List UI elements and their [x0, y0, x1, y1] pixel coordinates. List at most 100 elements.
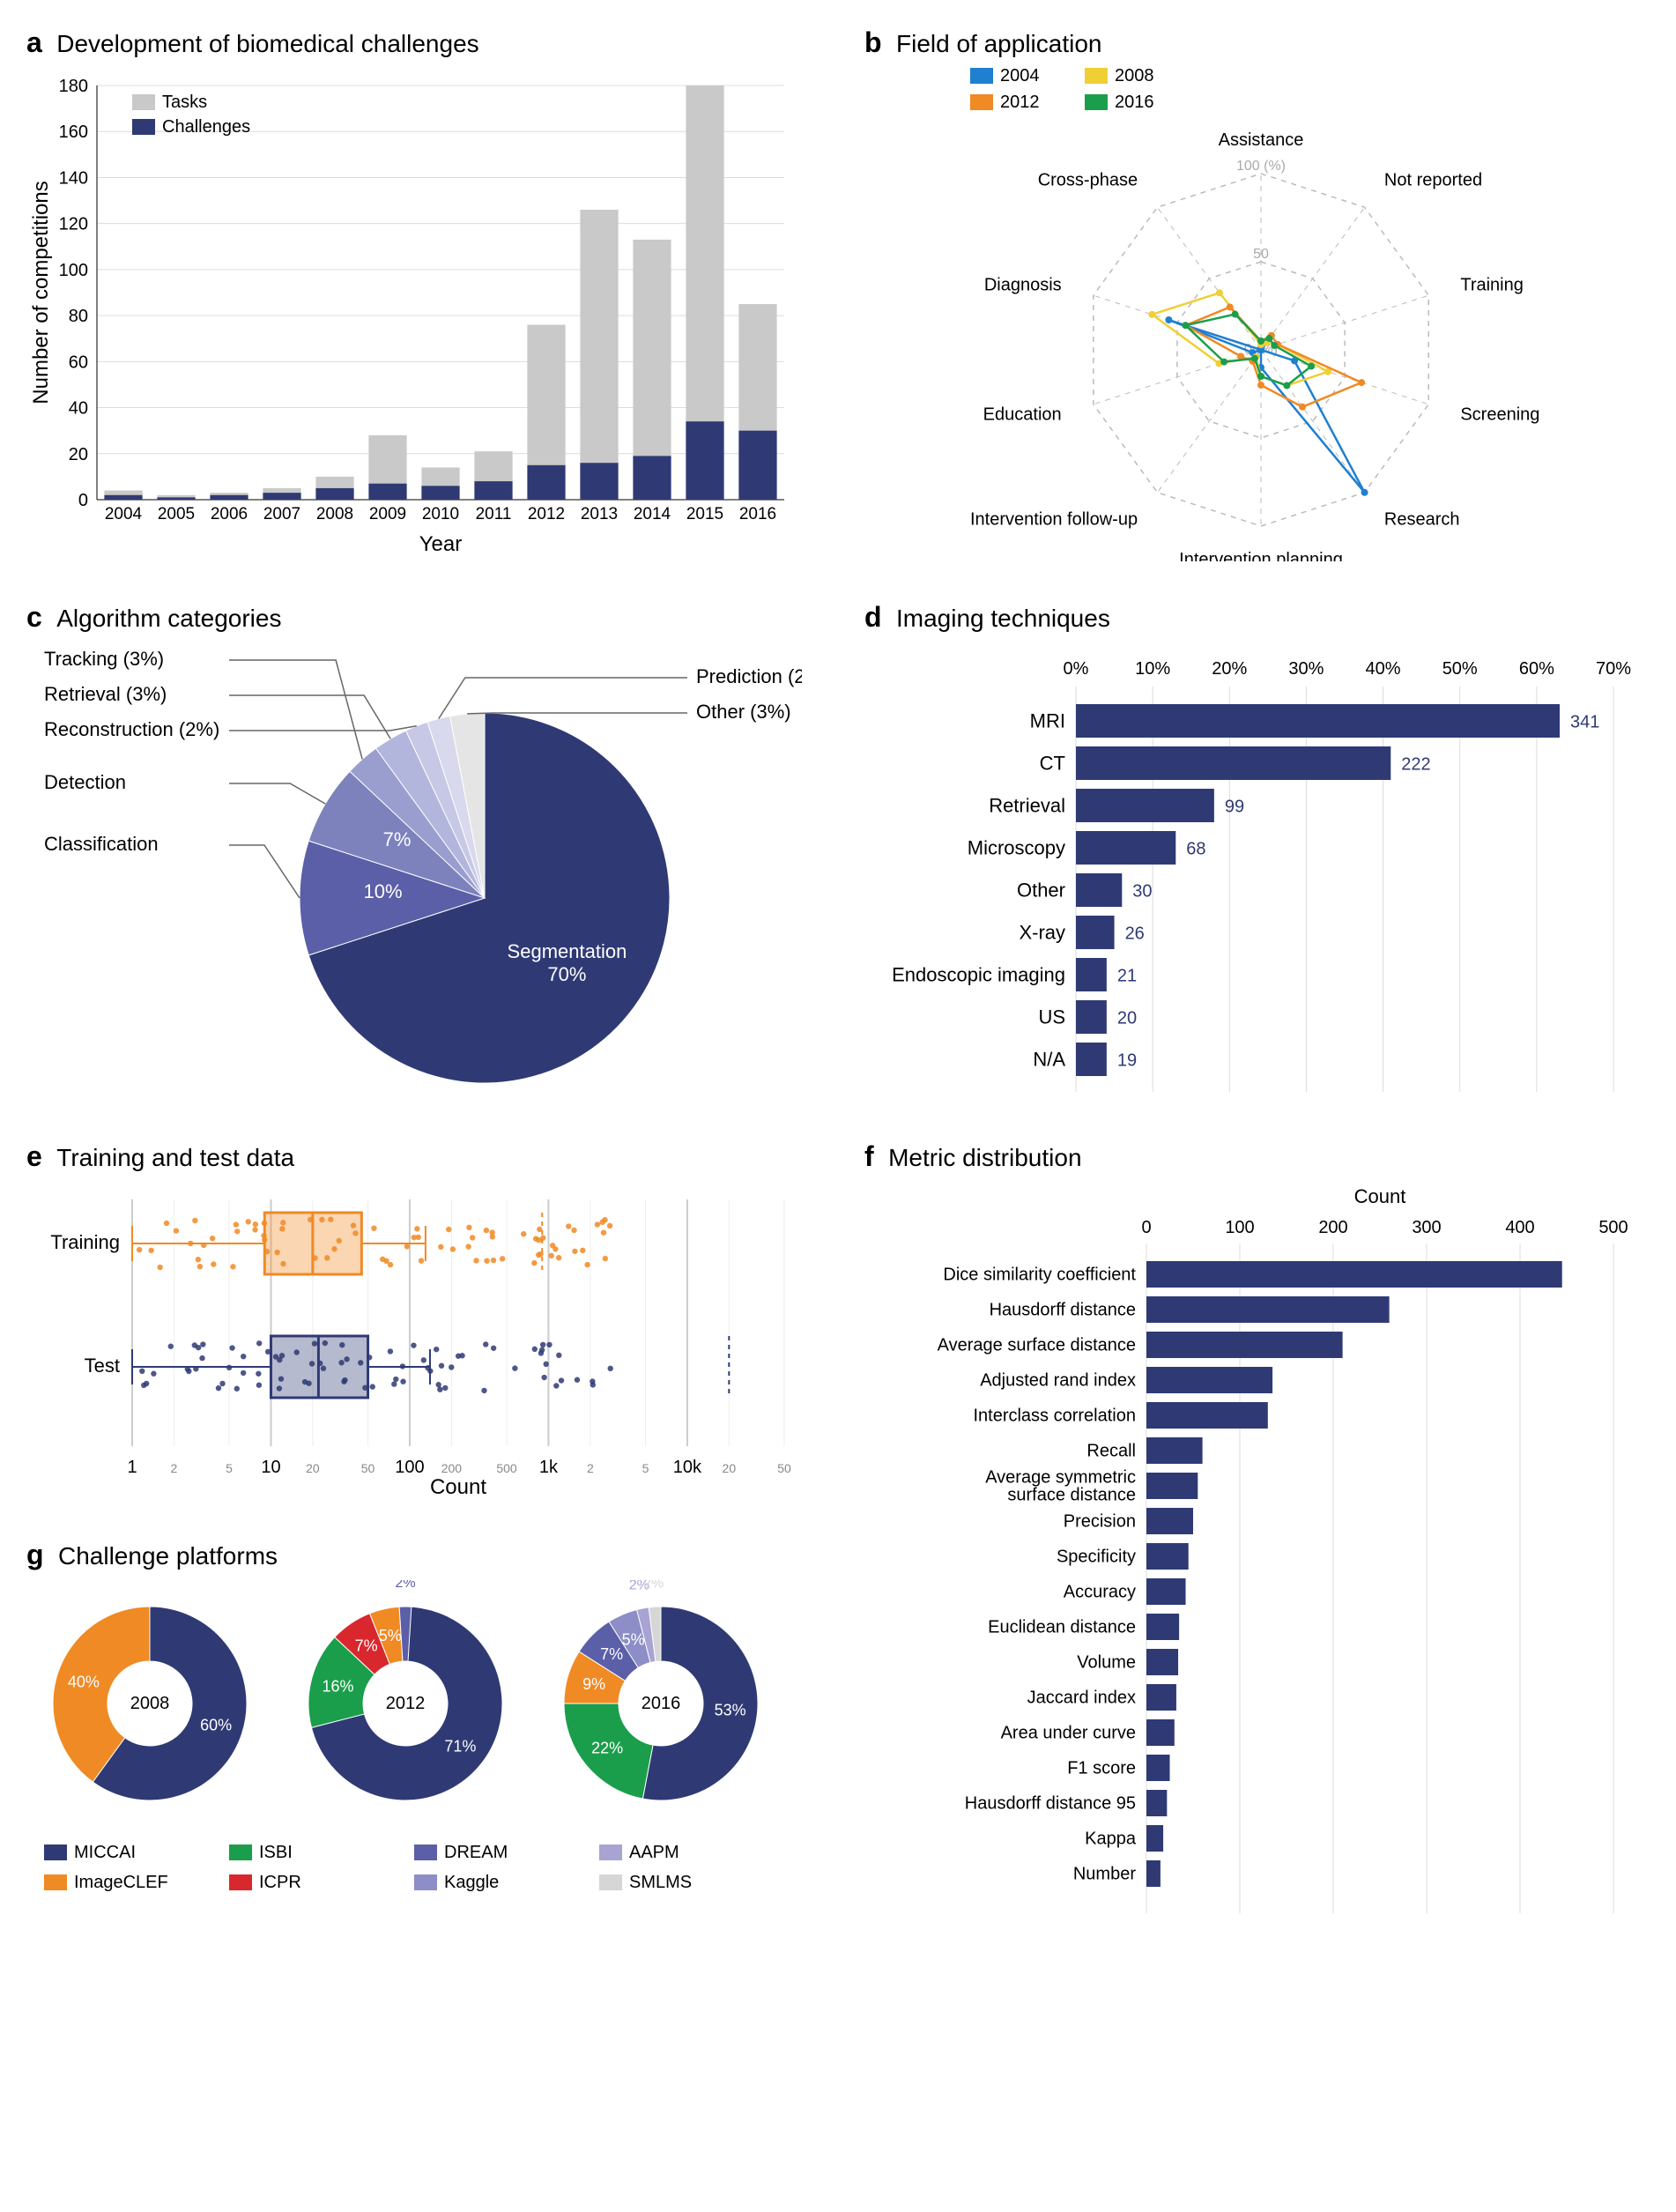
svg-text:60: 60	[69, 353, 88, 372]
svg-text:2004: 2004	[1000, 68, 1040, 85]
panel-letter: e	[26, 1140, 42, 1172]
svg-text:Training: Training	[50, 1231, 120, 1253]
svg-text:Endoscopic imaging: Endoscopic imaging	[892, 964, 1065, 986]
figure-grid: a Development of biomedical challenges 0…	[26, 26, 1650, 1972]
panel-title: Imaging techniques	[896, 605, 1110, 632]
svg-text:Area under curve: Area under curve	[1001, 1724, 1136, 1743]
svg-text:DREAM: DREAM	[444, 1843, 508, 1862]
svg-text:Euclidean distance: Euclidean distance	[988, 1618, 1136, 1637]
panel-letter: f	[864, 1140, 874, 1172]
svg-text:2012: 2012	[386, 1694, 426, 1713]
svg-text:2014: 2014	[634, 505, 671, 523]
panel-g: g Challenge platforms 60%40%200871%16%7%…	[26, 1539, 812, 1972]
svg-text:Cross-phase: Cross-phase	[1038, 170, 1138, 189]
svg-text:Kaggle: Kaggle	[444, 1873, 499, 1892]
svg-text:Classification: Classification	[44, 833, 159, 855]
svg-text:20: 20	[1117, 1009, 1137, 1028]
svg-text:26: 26	[1125, 924, 1145, 944]
hbar-chart-d: 0%10%20%30%40%50%60%70%MRI341CT222Retrie…	[864, 642, 1640, 1101]
svg-text:200: 200	[441, 1461, 463, 1475]
svg-text:Not reported: Not reported	[1384, 170, 1482, 189]
svg-text:16%: 16%	[322, 1677, 353, 1695]
panel-letter: d	[864, 601, 882, 633]
svg-text:68: 68	[1186, 840, 1205, 859]
svg-text:surface distance: surface distance	[1007, 1486, 1136, 1505]
svg-text:ImageCLEF: ImageCLEF	[74, 1873, 168, 1892]
svg-text:20: 20	[723, 1461, 737, 1475]
svg-text:MICCAI: MICCAI	[74, 1843, 136, 1862]
svg-text:0: 0	[1141, 1218, 1151, 1237]
svg-text:Other: Other	[1017, 880, 1065, 902]
svg-text:Volume: Volume	[1077, 1653, 1136, 1673]
svg-text:5: 5	[226, 1461, 233, 1475]
svg-text:Intervention planning: Intervention planning	[1179, 550, 1343, 561]
svg-text:Number of competitions: Number of competitions	[29, 181, 53, 404]
svg-text:100: 100	[1225, 1218, 1254, 1237]
panel-a: a Development of biomedical challenges 0…	[26, 26, 812, 566]
svg-text:7%: 7%	[600, 1645, 623, 1663]
svg-text:10k: 10k	[673, 1458, 702, 1477]
panel-title: Challenge platforms	[58, 1542, 278, 1570]
svg-text:Interclass correlation: Interclass correlation	[973, 1407, 1136, 1426]
svg-text:7%: 7%	[383, 828, 412, 850]
svg-text:60%: 60%	[1519, 659, 1554, 679]
svg-text:US: US	[1038, 1006, 1065, 1028]
svg-text:10%: 10%	[363, 880, 402, 902]
svg-text:CT: CT	[1040, 753, 1065, 775]
svg-text:30: 30	[1132, 882, 1152, 902]
svg-text:Count: Count	[430, 1475, 486, 1499]
panel-title: Development of biomedical challenges	[56, 30, 478, 57]
svg-text:300: 300	[1412, 1218, 1441, 1237]
svg-text:160: 160	[59, 122, 88, 142]
svg-text:2016: 2016	[641, 1694, 681, 1713]
svg-text:200: 200	[1318, 1218, 1347, 1237]
svg-text:Kappa: Kappa	[1085, 1830, 1137, 1849]
panel-b: b Field of application 20042008201220160…	[864, 26, 1650, 566]
svg-text:2004: 2004	[105, 505, 143, 523]
svg-text:Jaccard index: Jaccard index	[1027, 1689, 1136, 1708]
svg-text:50%: 50%	[1442, 659, 1478, 679]
svg-text:Other (3%): Other (3%)	[696, 701, 791, 723]
svg-text:140: 140	[59, 168, 88, 188]
svg-text:80: 80	[69, 307, 88, 326]
svg-text:2008: 2008	[130, 1694, 170, 1713]
pie-chart-c: Segmentation70%10%7%Tracking (3%)Retriev…	[26, 642, 802, 1101]
svg-text:180: 180	[59, 77, 88, 96]
svg-text:500: 500	[1598, 1218, 1628, 1237]
svg-text:2015: 2015	[686, 505, 723, 523]
panel-letter: c	[26, 601, 42, 633]
svg-text:0%: 0%	[1064, 659, 1089, 679]
bar-chart-a: 0204060801001201401601802004200520062007…	[26, 68, 802, 561]
svg-text:2016: 2016	[739, 505, 776, 523]
svg-text:Reconstruction (2%): Reconstruction (2%)	[44, 718, 219, 740]
radar-chart-b: 20042008201220160 (%)50100 (%)Assistance…	[864, 68, 1640, 561]
svg-text:99: 99	[1225, 798, 1244, 817]
panel-letter: b	[864, 26, 882, 58]
svg-text:70%: 70%	[547, 963, 586, 985]
svg-text:AAPM: AAPM	[629, 1843, 679, 1862]
svg-text:7%: 7%	[355, 1637, 378, 1655]
hbar-chart-f: Count0100200300400500Dice similarity coe…	[864, 1182, 1640, 1922]
svg-text:Training: Training	[1460, 275, 1524, 294]
panel-e: e Training and test data 1101001k10k2520…	[26, 1140, 812, 1503]
svg-text:Recall: Recall	[1086, 1442, 1136, 1461]
svg-text:2: 2	[587, 1461, 594, 1475]
svg-text:2005: 2005	[158, 505, 195, 523]
panel-d: d Imaging techniques 0%10%20%30%40%50%60…	[864, 601, 1650, 1105]
svg-text:2: 2	[171, 1461, 178, 1475]
svg-text:2009: 2009	[369, 505, 406, 523]
svg-text:5: 5	[642, 1461, 649, 1475]
svg-text:500: 500	[496, 1461, 517, 1475]
svg-text:120: 120	[59, 215, 88, 234]
svg-text:X-ray: X-ray	[1019, 922, 1065, 944]
svg-text:20%: 20%	[1212, 659, 1247, 679]
svg-text:40%: 40%	[1366, 659, 1401, 679]
svg-text:2008: 2008	[1115, 68, 1154, 85]
panel-letter: a	[26, 26, 42, 58]
svg-text:Diagnosis: Diagnosis	[984, 275, 1062, 294]
svg-text:2007: 2007	[263, 505, 300, 523]
svg-text:Challenges: Challenges	[162, 117, 250, 137]
panel-title: Field of application	[896, 30, 1101, 57]
svg-text:F1 score: F1 score	[1067, 1759, 1136, 1778]
svg-text:Retrieval: Retrieval	[989, 795, 1065, 817]
